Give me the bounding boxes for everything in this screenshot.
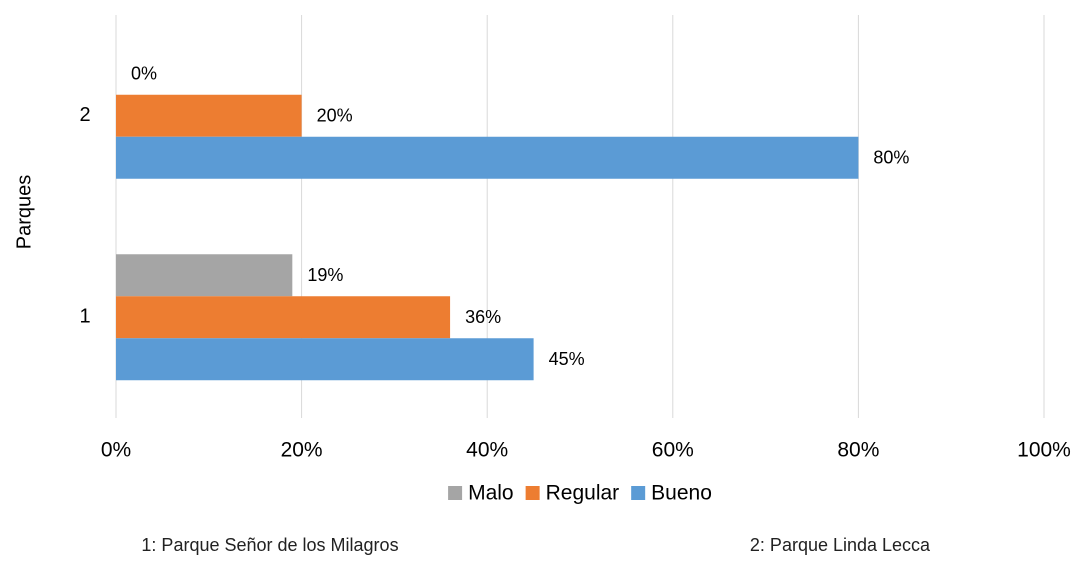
y-axis-label: Parques	[13, 175, 35, 250]
x-tick-label: 60%	[652, 439, 694, 462]
y-tick-label: 2	[79, 104, 90, 126]
y-tick-label: 1	[79, 306, 90, 328]
data-label: 45%	[549, 349, 585, 369]
bar	[116, 94, 302, 137]
x-tick-label: 80%	[837, 439, 879, 462]
legend-swatch	[448, 486, 463, 500]
x-tick-label: 20%	[281, 439, 323, 462]
data-label: 19%	[307, 265, 343, 285]
data-label: 20%	[317, 106, 353, 126]
legend-label: Regular	[546, 482, 620, 505]
x-tick-label: 40%	[466, 439, 508, 462]
bar	[116, 338, 534, 381]
x-tick-label: 0%	[101, 439, 131, 462]
data-label: 80%	[873, 148, 909, 168]
footnote: 1: Parque Señor de los Milagros	[141, 535, 398, 555]
bar	[116, 254, 293, 297]
bar	[116, 136, 859, 179]
data-label: 36%	[465, 307, 501, 327]
legend-swatch	[631, 486, 646, 500]
x-tick-label: 100%	[1017, 439, 1071, 462]
footnote: 2: Parque Linda Lecca	[750, 535, 931, 555]
bar	[116, 296, 451, 339]
data-label: 0%	[131, 64, 157, 84]
legend-swatch	[525, 486, 540, 500]
legend-label: Bueno	[651, 482, 712, 505]
legend-label: Malo	[468, 482, 514, 505]
